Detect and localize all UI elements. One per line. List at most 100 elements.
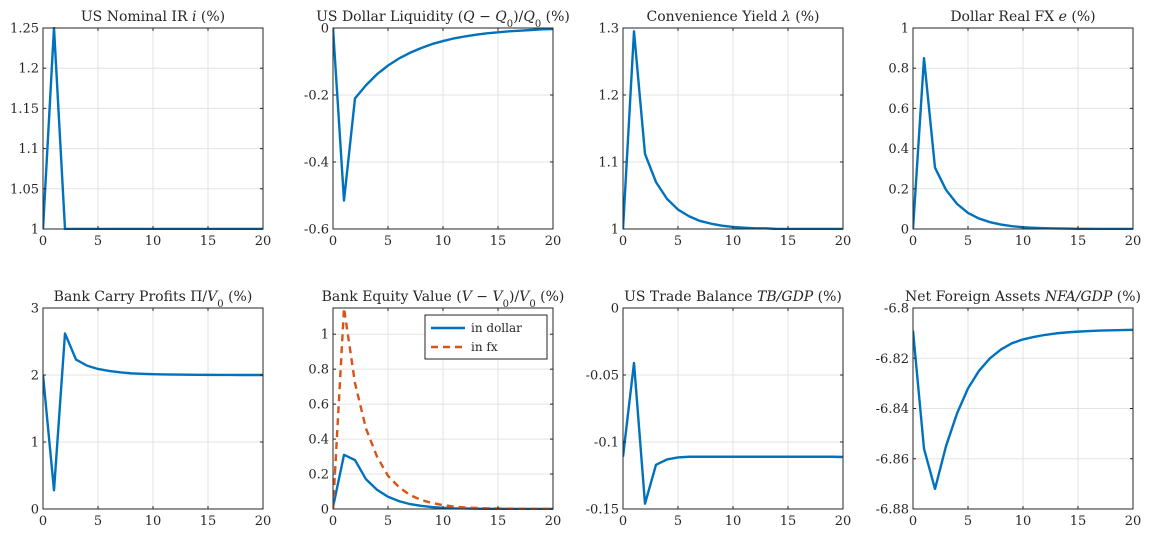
y-tick-label: 1 [31,223,39,238]
y-tick-label: 1.1 [18,142,39,157]
x-tick-label: 10 [1015,234,1032,249]
series-line-1 [333,27,553,202]
x-tick-label: 0 [329,514,337,529]
legend-box [424,314,548,360]
y-tick-label: 1 [321,328,329,343]
chart-title: US Nominal IR i (%) [81,9,225,25]
y-tick-label: -6.88 [876,503,909,518]
y-tick-label: 0.4 [308,433,329,448]
legend-label: in fx [471,340,498,354]
x-tick-label: 20 [255,514,272,529]
x-tick-label: 5 [384,234,392,249]
chart-title: Net Foreign Assets NFA/GDP (%) [905,289,1141,305]
y-tick-label: 0.2 [308,468,329,483]
y-tick-label: -6.86 [876,452,909,467]
y-tick-label: 0 [611,302,619,317]
series-line-1 [43,332,263,492]
y-tick-label: 0.6 [308,398,329,413]
y-tick-label: 0.4 [888,142,909,157]
series-line-1 [913,328,1133,491]
chart-title: Bank Equity Value (V − V0)/V0 (%) [322,289,565,310]
chart-panel-7: 0 5 10 15 20 -0.15 -0.1 -0.05 0 US Trade Balance … [586,289,852,529]
chart-title: US Trade Balance TB/GDP (%) [624,289,842,305]
x-tick-label: 15 [1070,234,1087,249]
series-line-1 [623,361,843,505]
x-tick-label: 15 [780,234,797,249]
chart-panel-1: 0 5 10 15 20 1 1.05 1.1 1.15 1.2 1.25 US Nominal IR… [10,9,271,249]
y-tick-label: 1.3 [598,22,619,37]
chart-title: Bank Carry Profits Π/V0 (%) [54,289,253,310]
x-tick-label: 15 [490,234,507,249]
x-tick-label: 0 [329,234,337,249]
x-tick-label: 20 [835,234,852,249]
x-tick-label: 10 [725,514,742,529]
y-tick-label: -0.6 [304,223,329,238]
x-tick-label: 15 [490,514,507,529]
y-tick-label: 1.15 [10,102,39,117]
chart-panel-6: 0 5 10 15 20 0 0.2 0.4 0.6 0.8 1 Bank Equity Value … [308,289,564,529]
y-tick-label: 1.2 [598,89,619,104]
x-tick-label: 10 [1015,514,1032,529]
y-tick-label: -6.84 [876,402,909,417]
chart-panel-5: 0 5 10 15 20 0 1 2 3 Bank Carry Profits Π/V0 (%) [31,289,272,529]
y-tick-label: 0.2 [888,182,909,197]
y-tick-label: 1 [611,223,619,238]
x-tick-label: 20 [835,514,852,529]
y-tick-label: 0 [31,503,39,518]
y-tick-label: 0 [321,22,329,37]
y-tick-label: 0 [901,223,909,238]
x-tick-label: 15 [200,234,217,249]
y-tick-label: 2 [31,369,39,384]
y-tick-label: 1 [901,22,909,37]
x-tick-label: 20 [545,234,562,249]
y-tick-label: -0.2 [304,89,329,104]
x-tick-label: 10 [435,234,452,249]
y-tick-label: -0.1 [594,436,619,451]
x-tick-label: 0 [39,234,47,249]
y-tick-label: -6.8 [884,302,909,317]
x-tick-label: 20 [545,514,562,529]
x-tick-label: 20 [1125,234,1142,249]
y-tick-label: -0.15 [586,503,619,518]
x-tick-label: 0 [909,234,917,249]
chart-title: Dollar Real FX e (%) [950,9,1095,25]
x-tick-label: 0 [619,234,627,249]
y-tick-label: -0.05 [586,369,619,384]
x-tick-label: 5 [674,514,682,529]
y-tick-label: 0.8 [308,363,329,378]
y-tick-label: 1.2 [18,62,39,77]
x-tick-label: 10 [725,234,742,249]
y-tick-label: 1.05 [10,182,39,197]
x-tick-label: 10 [145,234,162,249]
x-tick-label: 20 [1125,514,1142,529]
x-tick-label: 5 [94,514,102,529]
x-tick-label: 0 [619,514,627,529]
x-tick-label: 0 [39,514,47,529]
x-tick-label: 10 [145,514,162,529]
y-tick-label: 1.25 [10,22,39,37]
y-tick-label: -0.4 [304,156,329,171]
x-tick-label: 10 [435,514,452,529]
y-tick-label: -6.82 [876,352,909,367]
x-tick-label: 15 [1070,514,1087,529]
y-tick-label: 1.1 [598,156,619,171]
chart-title: US Dollar Liquidity (Q − Q0)/Q0 (%) [316,9,570,30]
x-tick-label: 15 [780,514,797,529]
x-tick-label: 20 [255,234,272,249]
y-tick-label: 0.6 [888,102,909,117]
x-tick-label: 15 [200,514,217,529]
y-tick-label: 0 [321,503,329,518]
y-tick-label: 1 [31,436,39,451]
x-tick-label: 5 [674,234,682,249]
x-tick-label: 5 [94,234,102,249]
y-tick-label: 0.8 [888,62,909,77]
y-tick-label: 3 [31,302,39,317]
x-tick-label: 5 [964,514,972,529]
x-tick-label: 5 [964,234,972,249]
x-tick-label: 0 [909,514,917,529]
legend-label: in dollar [471,321,522,335]
legend: in dollar in fx [424,314,548,360]
